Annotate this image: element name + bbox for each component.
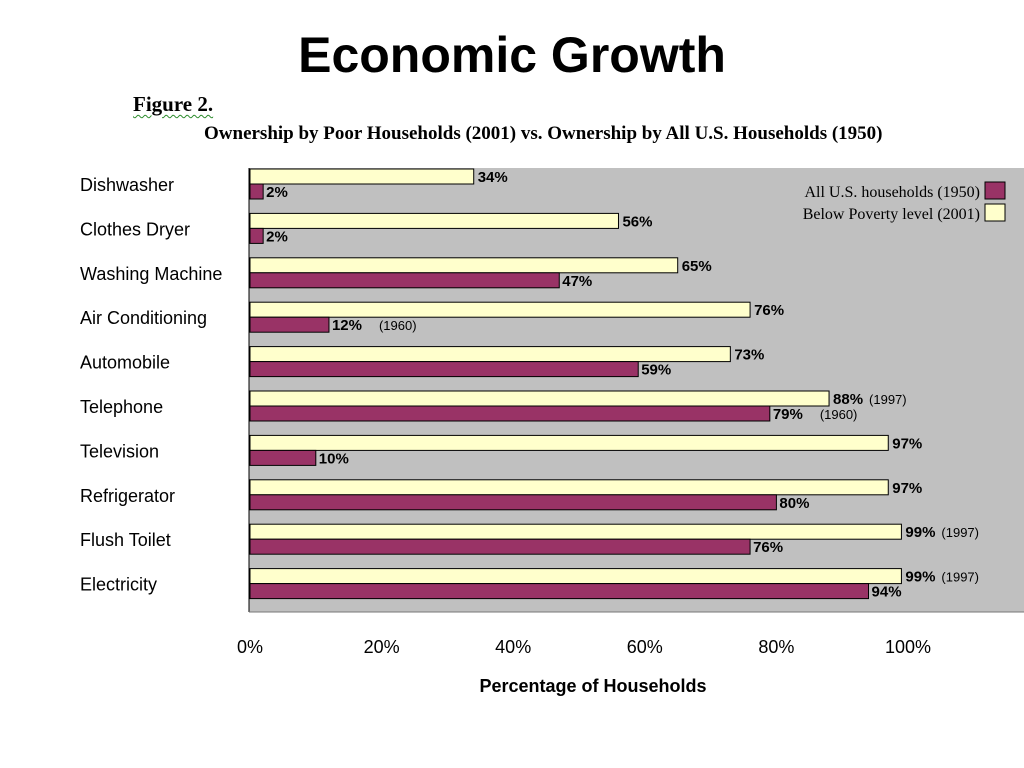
- slide-title: Economic Growth: [298, 27, 726, 83]
- bar-poverty-2001: [249, 479, 889, 496]
- data-label-all-us-1950: 2%: [266, 184, 288, 201]
- data-label-all-us-1950: 2%: [266, 228, 288, 245]
- x-tick-label: 100%: [885, 637, 931, 657]
- legend-swatch: [984, 181, 1006, 200]
- data-label-poverty-2001: 88%: [833, 391, 863, 408]
- data-label-poverty-2001: 99%: [905, 569, 935, 586]
- bar-all-us-1950: [249, 405, 771, 422]
- bar-poverty-2001: [249, 390, 830, 407]
- bar-all-us-1950: [249, 494, 777, 511]
- bar-poverty-2001: [249, 434, 889, 451]
- bar-all-us-1950: [249, 361, 639, 378]
- data-label-poverty-2001: 97%: [892, 480, 922, 497]
- category-label: Television: [80, 441, 159, 461]
- data-label-all-us-1950: 12%: [332, 317, 362, 334]
- bar-all-us-1950: [249, 449, 317, 466]
- legend-swatch: [984, 203, 1006, 222]
- data-label-all-us-1950: 94%: [872, 584, 902, 601]
- bar-poverty-2001: [249, 212, 619, 229]
- bar-poverty-2001: [249, 523, 902, 540]
- data-label-poverty-2001: 97%: [892, 435, 922, 452]
- figure-subtitle: Ownership by Poor Households (2001) vs. …: [204, 123, 883, 144]
- category-label: Telephone: [80, 397, 163, 417]
- bar-all-us-1950: [249, 227, 264, 244]
- category-label: Clothes Dryer: [80, 219, 190, 239]
- data-label-poverty-2001: 56%: [622, 213, 652, 230]
- x-tick-label: 60%: [627, 637, 663, 657]
- legend-label: All U.S. households (1950): [804, 184, 980, 201]
- bar-all-us-1950: [249, 538, 751, 555]
- x-tick-label: 40%: [495, 637, 531, 657]
- data-note-poverty-2001: (1997): [869, 392, 907, 407]
- bar-poverty-2001: [249, 568, 902, 585]
- bar-all-us-1950: [249, 183, 264, 200]
- bar-all-us-1950: [249, 272, 560, 289]
- data-note-poverty-2001: (1997): [941, 570, 979, 585]
- bar-poverty-2001: [249, 346, 731, 363]
- data-label-poverty-2001: 65%: [682, 258, 712, 275]
- data-label-poverty-2001: 73%: [734, 347, 764, 364]
- bar-poverty-2001: [249, 168, 475, 185]
- data-label-all-us-1950: 47%: [562, 273, 592, 290]
- data-label-all-us-1950: 79%: [773, 406, 803, 423]
- category-label: Air Conditioning: [80, 308, 207, 328]
- data-label-all-us-1950: 59%: [641, 362, 671, 379]
- category-label: Electricity: [80, 575, 157, 595]
- category-label: Flush Toilet: [80, 530, 171, 550]
- bar-poverty-2001: [249, 301, 751, 318]
- category-label: Washing Machine: [80, 264, 222, 284]
- category-label: Automobile: [80, 353, 170, 373]
- data-label-poverty-2001: 76%: [754, 302, 784, 319]
- data-label-poverty-2001: 34%: [478, 169, 508, 186]
- bar-all-us-1950: [249, 583, 870, 600]
- x-tick-label: 80%: [758, 637, 794, 657]
- x-tick-label: 20%: [364, 637, 400, 657]
- data-label-all-us-1950: 80%: [779, 495, 809, 512]
- x-axis-title: Percentage of Households: [479, 676, 706, 696]
- bar-all-us-1950: [249, 316, 330, 333]
- x-tick-label: 0%: [237, 637, 263, 657]
- category-label: Refrigerator: [80, 486, 175, 506]
- figure-label: Figure 2.: [133, 92, 214, 116]
- data-label-poverty-2001: 99%: [905, 524, 935, 541]
- data-label-all-us-1950: 76%: [753, 539, 783, 556]
- data-note-all-us-1950: (1960): [820, 407, 858, 422]
- data-note-poverty-2001: (1997): [941, 525, 979, 540]
- bar-poverty-2001: [249, 257, 679, 274]
- legend-label: Below Poverty level (2001): [803, 206, 980, 223]
- category-label: Dishwasher: [80, 175, 174, 195]
- data-label-all-us-1950: 10%: [319, 450, 349, 467]
- data-note-all-us-1950: (1960): [379, 318, 417, 333]
